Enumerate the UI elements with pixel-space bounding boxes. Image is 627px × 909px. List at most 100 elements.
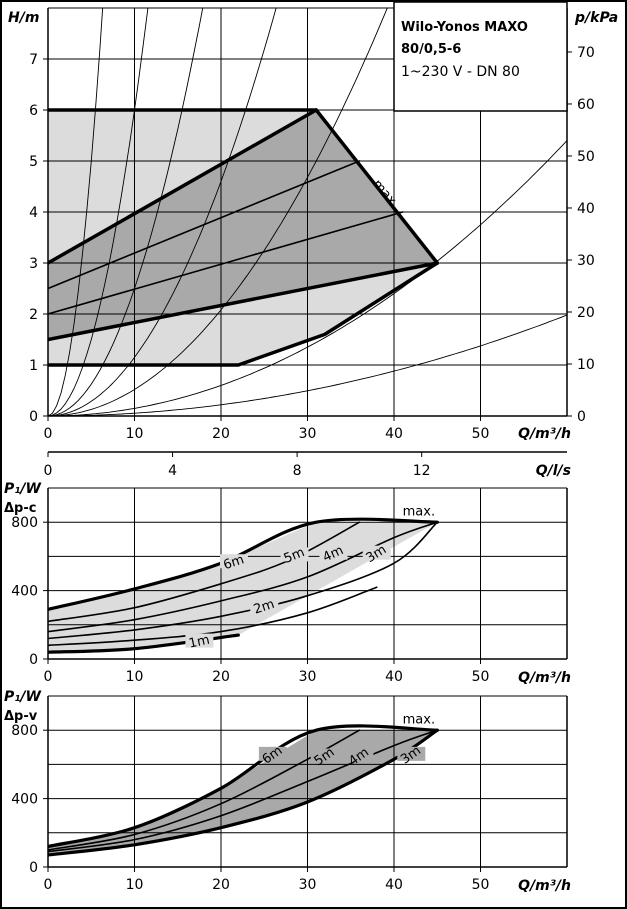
p1v-x-tick-label: 20 <box>212 877 230 893</box>
p1c-x-tick-label: 20 <box>212 669 230 685</box>
p1v-x-tick-label: 50 <box>472 877 490 893</box>
hq-y-tick-label: 5 <box>29 154 38 170</box>
hq-y-tick-label: 1 <box>29 358 38 374</box>
p1c-series-label: 5m <box>282 545 307 567</box>
hq-system-curve <box>48 8 104 416</box>
hq-curve-pc_4 <box>48 211 404 315</box>
title-line1: Wilo-Yonos MAXO <box>401 20 528 35</box>
hq-x-tick-label: 0 <box>44 426 53 442</box>
hq-yr-label: p/kPa <box>574 10 618 26</box>
p1c-label-bg <box>185 633 214 648</box>
ls-tick-label: 4 <box>168 463 177 479</box>
title-line3: 1~230 V - DN 80 <box>401 64 520 80</box>
hq-y-tick-label: 2 <box>29 307 38 323</box>
p1c-x-tick-label: 40 <box>385 669 403 685</box>
hq-x-tick-label: 30 <box>299 426 317 442</box>
p1c-x-tick-label: 50 <box>472 669 490 685</box>
p1v-curve-3m <box>48 728 439 857</box>
hq-y-tick-label: 4 <box>29 205 38 221</box>
ls-label: Q/l/s <box>536 463 571 479</box>
hq-x-tick-label: 40 <box>385 426 403 442</box>
p1v-plot-area <box>48 696 567 867</box>
flow-ls-axis: 0 4 8 12 Q/l/s <box>44 451 571 479</box>
hq-yr-tick-label: 10 <box>577 357 595 373</box>
p1v-y-label: P₁/W <box>4 689 42 705</box>
p1c-label-bg <box>280 547 309 562</box>
p1c-curve-1m <box>48 633 240 654</box>
p1v-y-tick-label: 400 <box>11 792 38 808</box>
hq-system-curve <box>48 8 388 416</box>
p1v-label-bg <box>397 746 426 761</box>
p1v-curve-4m <box>48 729 439 853</box>
hq-y-tick-label: 6 <box>29 103 38 119</box>
p1c-y-label2: Δp-c <box>4 501 36 516</box>
p1c-series-label: 1m <box>187 633 211 652</box>
hq-x-tick-label: 50 <box>472 426 490 442</box>
p1c-label-bg <box>250 598 279 613</box>
hq-x-label: Q/m³/h <box>518 426 571 442</box>
hq-yr-tick-label: 20 <box>577 305 595 321</box>
p1c-curve-4m <box>48 521 439 633</box>
p1v-label-bg <box>258 746 287 761</box>
hq-system-curve <box>48 314 567 416</box>
hq-y-tick-label: 0 <box>29 409 38 425</box>
p1c-plot-area <box>48 488 567 659</box>
p1c-label-bg <box>362 545 391 560</box>
hq-x-tick-label: 20 <box>212 426 230 442</box>
p1c-x-label: Q/m³/h <box>518 670 571 686</box>
p1v-x-tick-label: 40 <box>385 877 403 893</box>
title-line2: 80/0,5-6 <box>401 42 461 57</box>
hq-y-tick-label: 3 <box>29 256 38 272</box>
hq-system-curve <box>48 8 204 416</box>
hq-x-tick-label: 10 <box>126 426 144 442</box>
hq-curve-pc_5 <box>48 160 361 290</box>
hq-yr-tick-label: 60 <box>577 97 595 113</box>
p1c-series-label: 2m <box>252 597 277 618</box>
hq-yr-tick-label: 70 <box>577 45 595 61</box>
p1v-max-label: max. <box>403 712 435 727</box>
p1v-x-tick-label: 0 <box>44 877 53 893</box>
p1v-x-label: Q/m³/h <box>518 878 571 894</box>
p1c-x-tick-label: 0 <box>44 669 53 685</box>
p1v-x-tick-label: 30 <box>299 877 317 893</box>
title-box: Wilo-Yonos MAXO 80/0,5-6 1~230 V - DN 80 <box>393 1 568 112</box>
p1v-label-bg <box>310 748 339 763</box>
hq-yr-tick-label: 40 <box>577 201 595 217</box>
hq-yr-tick-label: 0 <box>577 409 586 425</box>
hq-system-curve <box>48 8 149 416</box>
hq-system-curve <box>48 140 567 416</box>
ls-tick-label: 12 <box>413 463 431 479</box>
p1c-curve-5m <box>48 521 361 623</box>
hq-yr-tick-label: 50 <box>577 149 595 165</box>
p1v-y-tick-label: 800 <box>11 723 38 739</box>
p1c-x-tick-label: 30 <box>299 669 317 685</box>
hq-plot-area <box>48 8 567 416</box>
p1c-max-label: max. <box>403 504 435 519</box>
hq-curve-pc_low <box>48 261 440 342</box>
ls-tick-label: 8 <box>293 463 302 479</box>
p1c-series-label: 6m <box>222 552 247 573</box>
hq-system-curve <box>48 8 277 416</box>
hq-y-tick-label: 7 <box>29 52 38 68</box>
p1v-label-bg <box>345 748 374 763</box>
p1c-y-tick-label: 800 <box>11 515 38 531</box>
hq-y-label: H/m <box>8 10 39 26</box>
p1c-label-bg <box>319 545 348 560</box>
p1c-y-tick-label: 400 <box>11 584 38 600</box>
hq-curve-max_pc <box>48 108 318 265</box>
p1c-curve-2m <box>48 586 378 647</box>
p1v-y-label2: Δp-v <box>4 709 38 724</box>
p1v-y-tick-label: 0 <box>29 860 38 876</box>
p1v-x-tick-label: 10 <box>126 877 144 893</box>
hq-curve-min_band <box>48 261 440 367</box>
p1c-x-tick-label: 10 <box>126 669 144 685</box>
hq-yr-tick-label: 30 <box>577 253 595 269</box>
p1c-y-label: P₁/W <box>4 481 42 497</box>
ls-tick-label: 0 <box>44 463 53 479</box>
p1c-label-bg <box>219 554 248 569</box>
